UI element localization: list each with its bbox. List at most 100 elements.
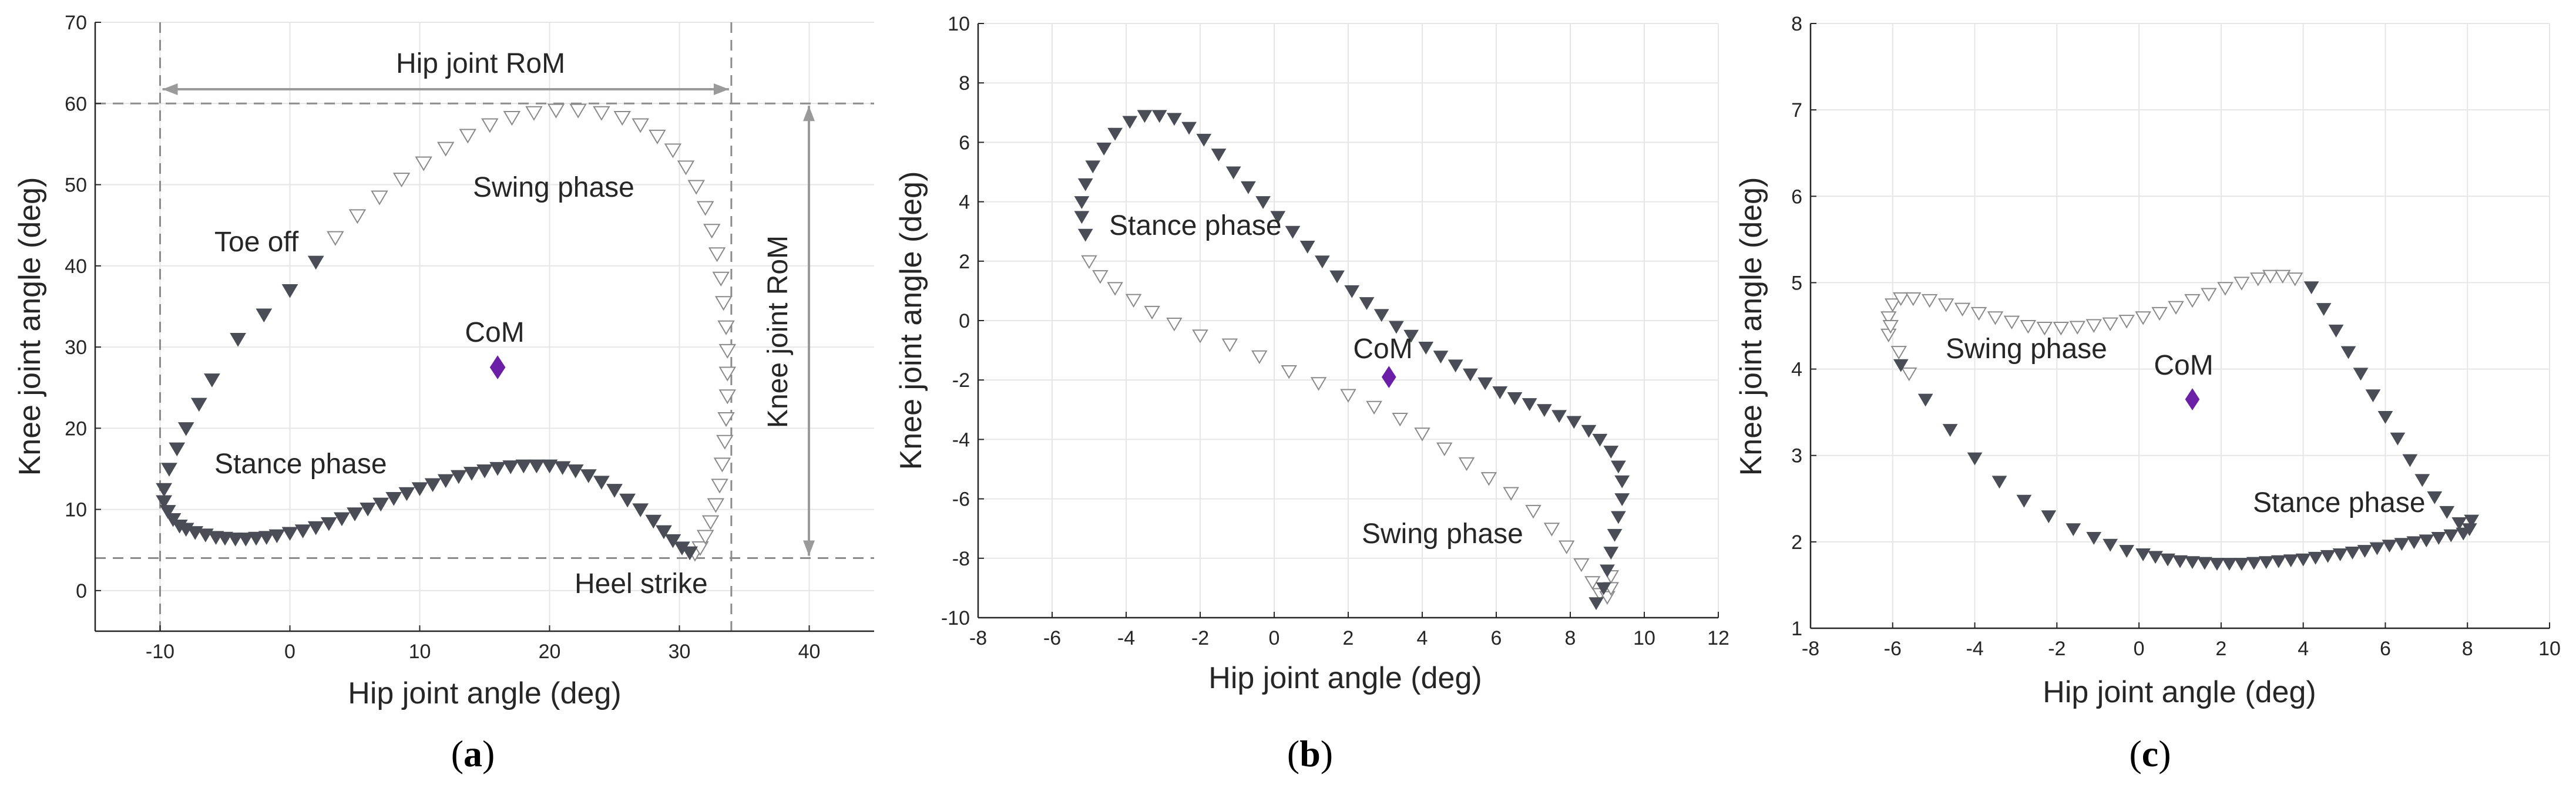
chart-c-stance-point	[2369, 542, 2385, 555]
chart-a-swing-point	[593, 106, 610, 121]
chart-b-stance-point	[1074, 196, 1090, 209]
chart-c-swing-point	[2102, 317, 2118, 331]
chart-c-swing-point	[1937, 298, 1954, 312]
chart-a-hip-rom-label: Hip joint RoM	[396, 48, 565, 79]
chart-a-stance-point	[307, 521, 324, 535]
chart-b-stance-point	[1329, 270, 1345, 284]
chart-c-xtick-label: 4	[2298, 638, 2309, 660]
chart-c-stance-point	[2148, 551, 2163, 564]
chart-c-swing-point	[2274, 270, 2291, 284]
chart-c-stance-point	[2308, 551, 2323, 565]
chart-b-stance-point	[1077, 178, 1093, 191]
chart-c-stance-point	[2332, 548, 2348, 561]
chart-c-ylabel: Knee joint angle (deg)	[1734, 177, 1768, 476]
chart-b-xtick-label: 8	[1565, 627, 1576, 649]
chart-b-grid	[978, 23, 1719, 618]
chart-c-stance-point	[2283, 554, 2299, 568]
chart-a-com-point	[489, 355, 506, 379]
chart-c-stance-point	[2427, 491, 2443, 504]
chart-a-marks	[156, 103, 737, 562]
chart-a-ytick-label: 50	[65, 174, 87, 197]
chart-b-xtick-label: -6	[1043, 627, 1061, 649]
chart-b-stance-point	[1603, 547, 1619, 560]
chart-c-xtick-label: 6	[2380, 638, 2391, 660]
chart-a-stance-point	[169, 442, 186, 457]
chart-c-stance-point	[2340, 346, 2356, 359]
chart-b-swing-point	[1192, 329, 1208, 343]
chart-b-ytick-label: -6	[952, 489, 970, 511]
chart-b-xtick-label: 10	[1633, 627, 1655, 649]
chart-a-swing-point	[525, 106, 543, 121]
chart-a-ytick-label: 70	[65, 12, 87, 34]
chart-a-ylabel: Knee joint angle (deg)	[13, 177, 47, 476]
chart-b-stance-point	[1588, 597, 1604, 611]
chart-c-stance-point	[2353, 368, 2369, 381]
chart-a-stance-point	[554, 461, 571, 476]
chart-a-swing-point	[718, 366, 737, 382]
chart-c-swing-point	[1900, 367, 1917, 382]
chart-b-xtick-label: 2	[1343, 627, 1354, 649]
chart-a-swing-point	[696, 201, 714, 216]
svg-text:(c): (c)	[2129, 733, 2171, 774]
chart-b-stance-point	[1285, 225, 1301, 239]
chart-c-stance-point	[1942, 424, 1958, 437]
chart-a: -10 0 10 20 30 40 0 10 20 30 40 50 60 70 Hip joint an…	[13, 12, 874, 774]
chart-b-swing-point	[1107, 282, 1123, 296]
chart-c-xtick-label: -2	[2048, 638, 2065, 660]
chart-b-swing-point	[1558, 540, 1575, 554]
chart-b-stance-point	[1181, 122, 1197, 135]
chart-c-swing-point	[1880, 311, 1897, 325]
chart-b-panel-label: (b)	[1287, 733, 1333, 774]
chart-a-stance-point	[385, 491, 402, 506]
chart-c-ytick-label: 5	[1791, 272, 1802, 294]
chart-a-ytick-label: 10	[65, 499, 87, 521]
chart-c-stance-point	[2431, 532, 2447, 545]
chart-c-swing-point	[1893, 292, 1909, 306]
chart-b-swing-point	[1125, 294, 1142, 308]
chart-a-stance-point	[464, 467, 480, 481]
chart-b-com-point	[1381, 366, 1396, 388]
chart-c-ytick-label: 4	[1791, 359, 1802, 381]
chart-a-stance-point	[268, 529, 286, 544]
chart-a-swing-point	[717, 320, 735, 335]
chart-c-stance-point	[2394, 538, 2410, 551]
chart-b-stance-point	[1596, 582, 1611, 595]
chart-c-stance-point	[2209, 558, 2225, 571]
chart-c-swing-point	[2234, 277, 2250, 291]
chart-b-swing-point	[1525, 504, 1541, 519]
chart-c-ytick-label: 8	[1791, 13, 1802, 35]
chart-a-ytick-label: 40	[65, 255, 87, 278]
chart-a-stance-point	[281, 284, 298, 298]
chart-b-stance-point	[1477, 377, 1493, 390]
chart-a-stance-point	[307, 255, 324, 270]
chart-b-stance-point	[1299, 241, 1315, 254]
chart-c-stance-point	[2443, 529, 2459, 543]
chart-a-stance-point	[632, 503, 649, 517]
svg-text:(b): (b)	[1287, 733, 1333, 774]
chart-a-ytick-label: 60	[65, 93, 87, 115]
chart-c-swing-point	[2053, 321, 2070, 336]
chart-c-xtick-label: -4	[1966, 638, 1983, 660]
chart-a-xtick-label: -10	[146, 641, 174, 663]
chart-a-swing-point	[392, 173, 411, 188]
chart-c-ytick-label: 1	[1791, 618, 1802, 640]
chart-b-stance-point	[1241, 181, 1256, 194]
chart-b-ytick-label: 0	[959, 310, 970, 332]
chart-c-panel-letter: c	[2142, 733, 2158, 774]
chart-a-stance-point	[237, 533, 254, 547]
chart-b-swing-point	[1340, 389, 1356, 403]
chart-b-ytick-label: -10	[941, 607, 970, 629]
chart-b-xtick-label: 6	[1491, 627, 1502, 649]
chart-b-swing-point	[1436, 442, 1453, 456]
chart-b-stance-point	[1614, 493, 1630, 506]
chart-c-panel-label: (c)	[2129, 733, 2171, 774]
chart-c-xtick-label: 10	[2538, 638, 2561, 660]
chart-c-xtick-label: -6	[1884, 638, 1902, 660]
chart-a-knee-rom-arrowhead-top	[803, 106, 815, 122]
chart-a-swing-point	[677, 160, 695, 176]
chart-a-stance-point	[256, 308, 273, 323]
chart-a-swing-point	[696, 530, 714, 545]
chart-c-stance-point	[2390, 432, 2406, 446]
chart-b-swing-point	[1503, 487, 1519, 501]
chart-b-swing-point	[1414, 427, 1430, 442]
